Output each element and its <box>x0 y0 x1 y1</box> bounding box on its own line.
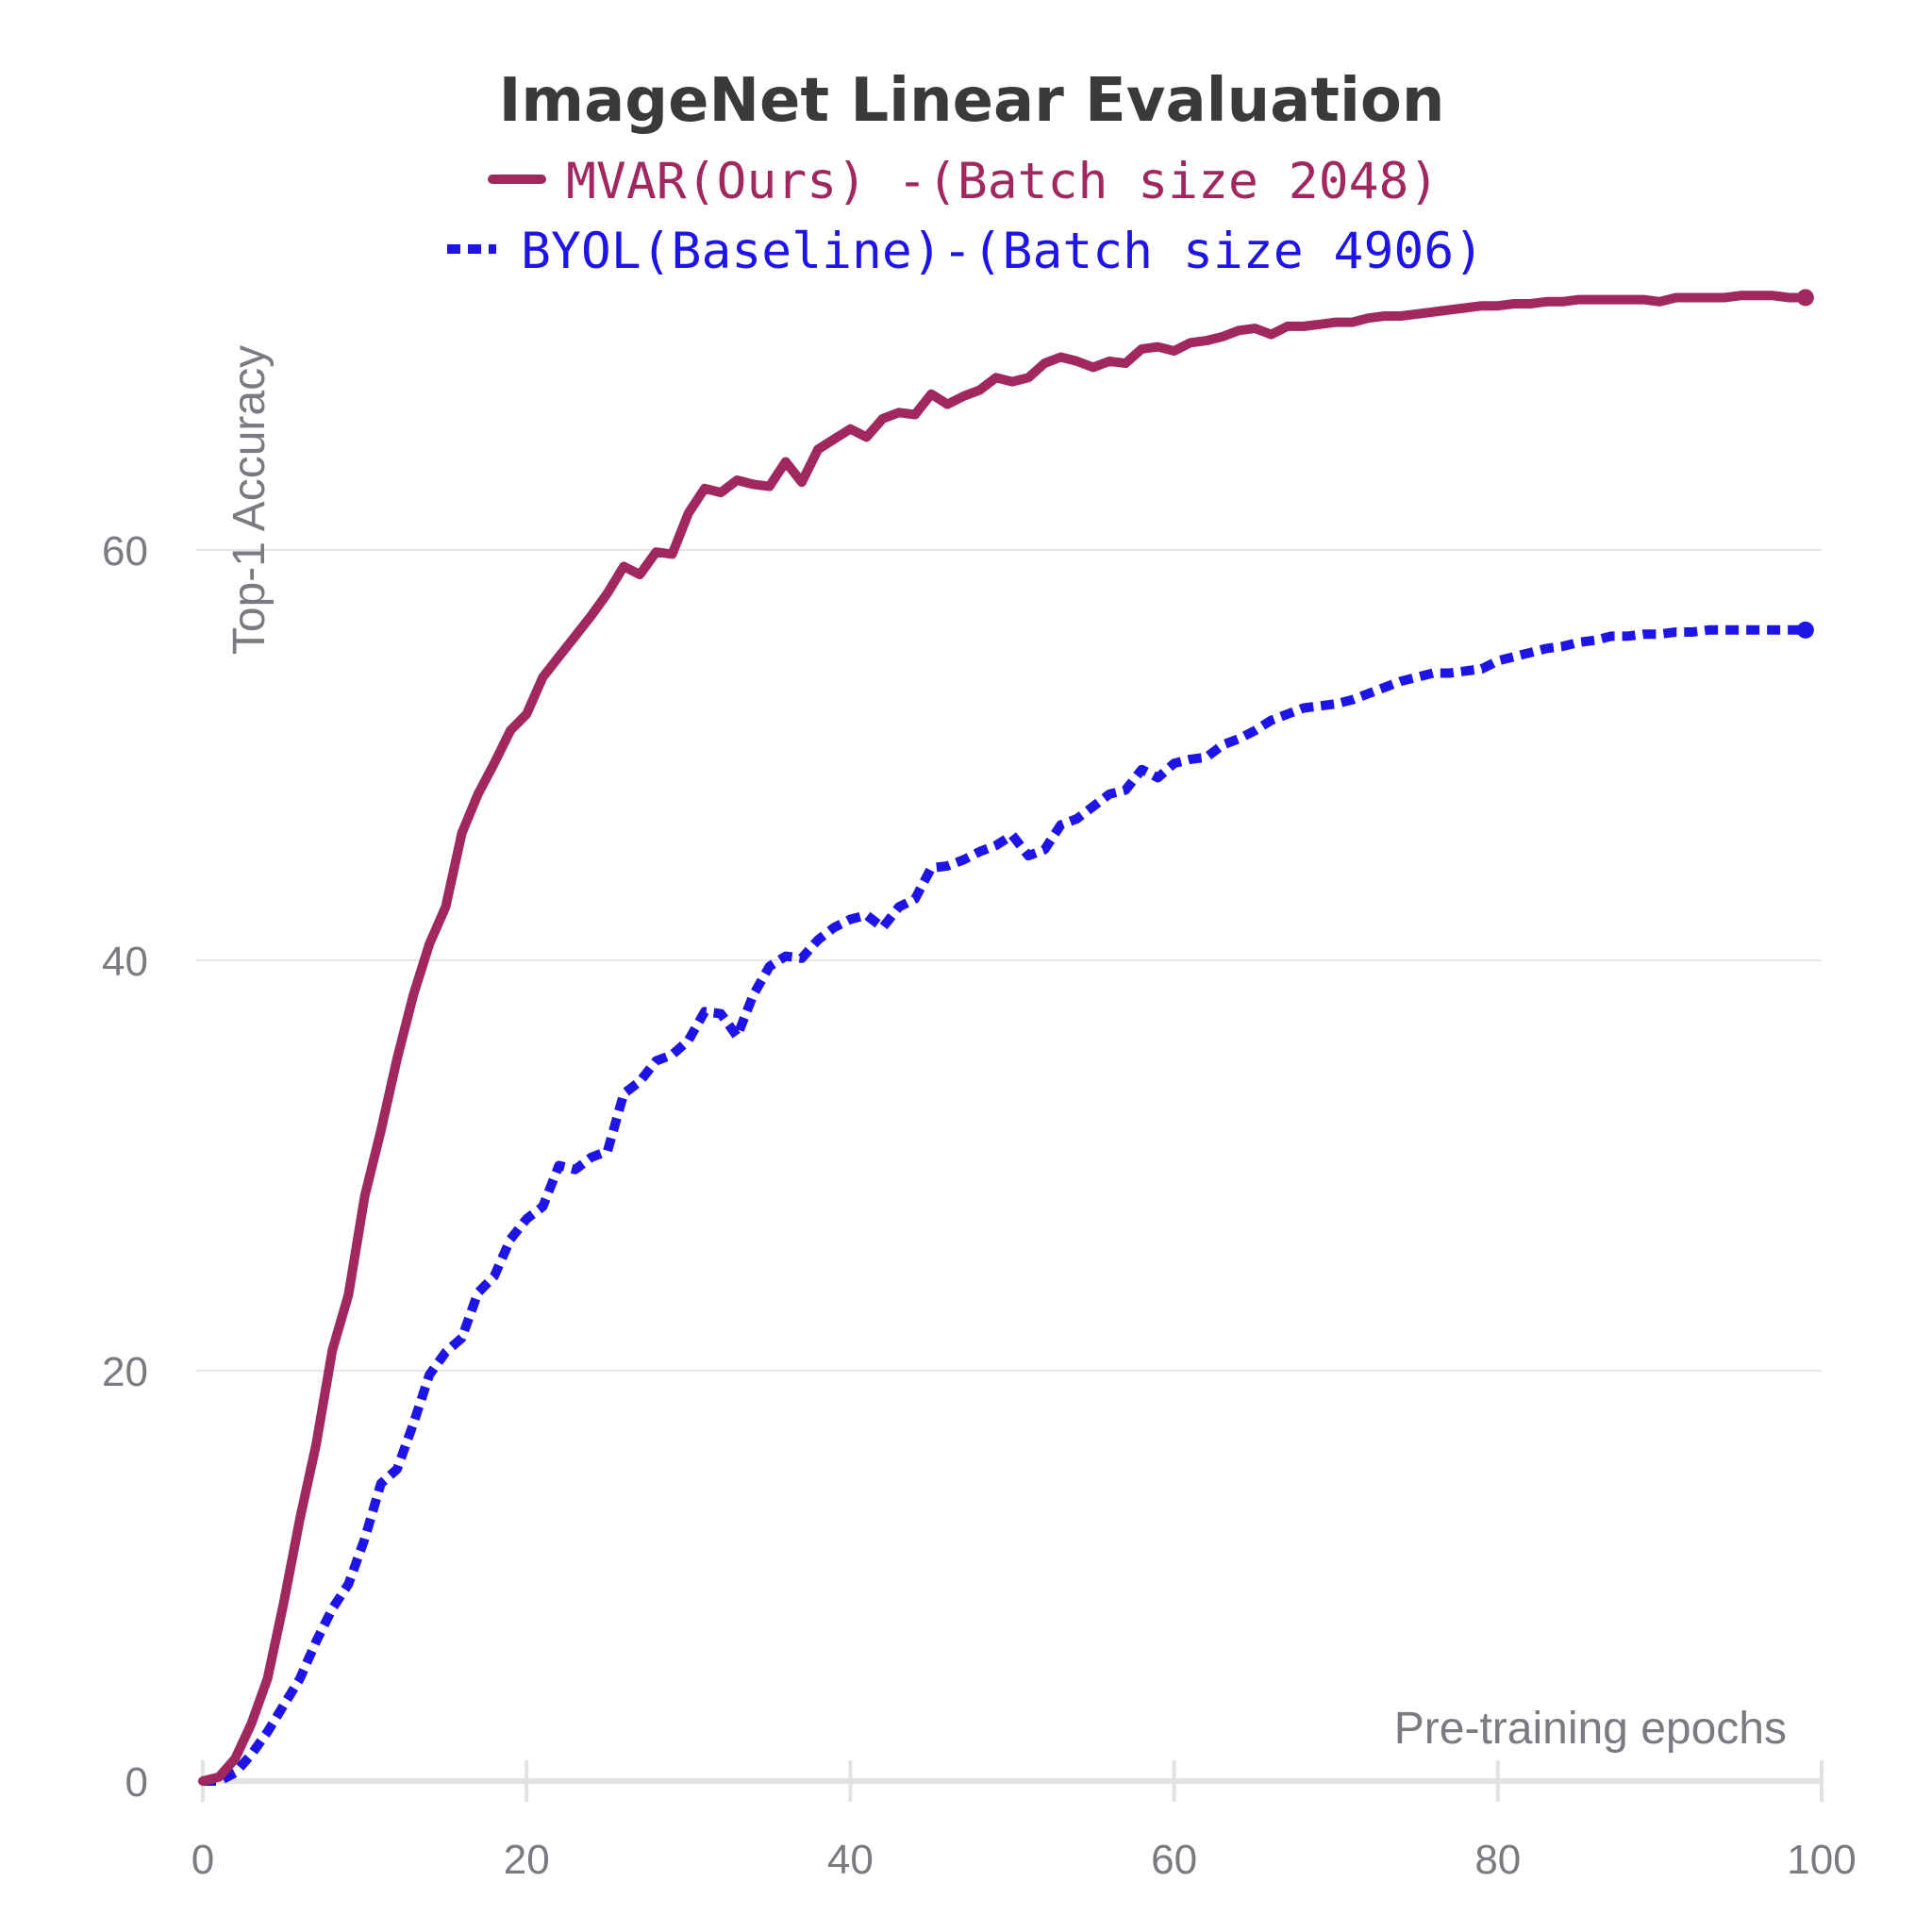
series-line-mvar <box>198 291 1810 1786</box>
y-tick-label: 0 <box>125 1759 148 1806</box>
x-tick-label: 80 <box>1474 1837 1521 1883</box>
x-tick-label: 100 <box>1787 1837 1856 1883</box>
x-axis-label: Pre-training epochs <box>1394 1704 1787 1754</box>
series-end-marker-byol <box>1796 621 1814 639</box>
x-tick-label: 40 <box>827 1837 874 1883</box>
legend-label-byol: BYOL(Baseline)-(Batch size 4906) <box>521 223 1484 280</box>
legend-label-mvar: MVAR(Ours) -(Batch size 2048) <box>566 153 1439 210</box>
series-end-marker-mvar <box>1796 289 1814 307</box>
chart-title: ImageNet Linear Evaluation <box>499 66 1445 136</box>
y-tick-label: 60 <box>102 528 148 575</box>
x-tick-label: 60 <box>1151 1837 1197 1883</box>
gridlines <box>196 549 1822 1372</box>
legend: MVAR(Ours) -(Batch size 2048) BYOL(Basel… <box>447 153 1484 280</box>
y-axis-ticks: 0 20 40 60 <box>102 528 148 1806</box>
y-tick-label: 40 <box>102 939 148 985</box>
y-tick-label: 20 <box>102 1349 148 1395</box>
series-lines <box>198 289 1814 1786</box>
x-tick-label: 0 <box>192 1837 214 1883</box>
y-axis-label: Top-1 Accuracy <box>225 345 275 655</box>
series-line-byol <box>203 625 1806 1786</box>
x-tick-label: 20 <box>504 1837 550 1883</box>
x-axis: 0 20 40 60 80 100 <box>192 1760 1857 1883</box>
